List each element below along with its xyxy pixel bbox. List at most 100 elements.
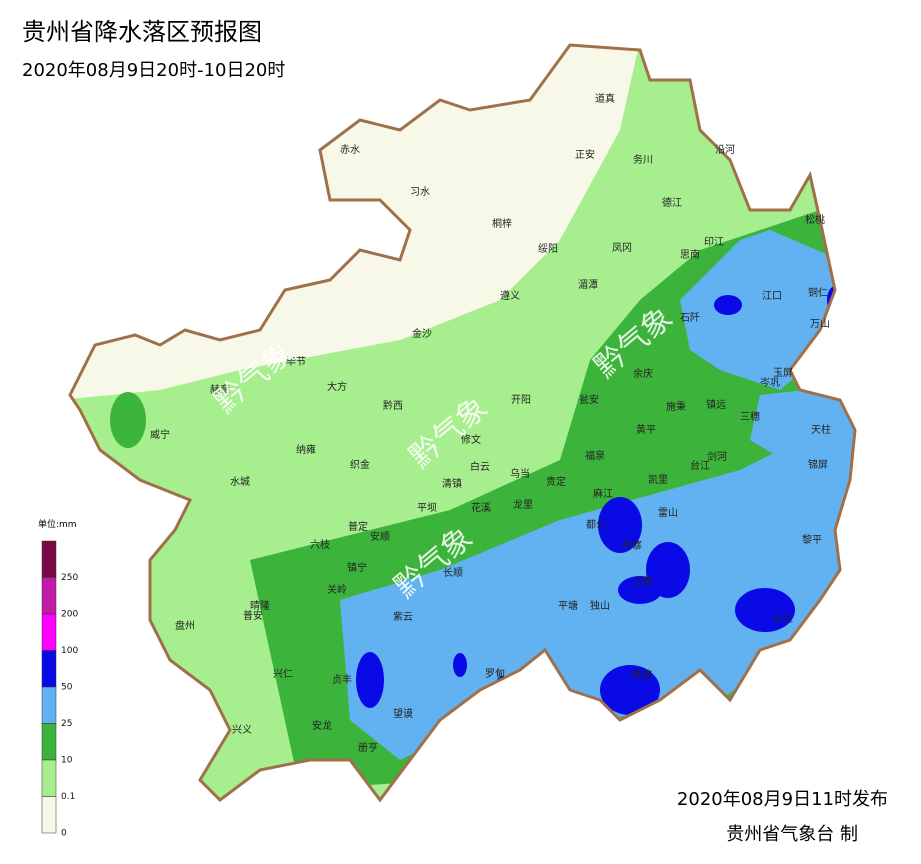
legend-swatch [41,759,57,797]
legend-swatch [41,796,57,834]
county-label: 兴仁 [273,668,293,680]
county-label: 桐梓 [492,217,512,230]
county-label: 开阳 [511,394,531,406]
zone-light-blue [340,380,855,760]
county-label: 兴义 [232,724,252,736]
zone-blue [735,588,795,632]
zone-blue [453,653,467,677]
county-label: 石阡 [680,312,700,324]
county-label: 大方 [327,380,347,393]
county-label: 盘州 [175,619,195,632]
title: 贵州省降水落区预报图 [22,18,262,46]
county-label: 安龙 [312,719,332,732]
legend-label: 10 [61,756,73,766]
county-label: 剑河 [707,450,727,463]
county-label: 德江 [662,196,682,209]
county-label: 罗甸 [485,667,505,680]
county-label: 修文 [461,433,481,446]
legend-swatch [41,540,57,578]
county-label: 沿河 [715,144,735,156]
legend-unit: 单位:mm [38,518,77,530]
legend-label: 100 [61,646,78,656]
county-label: 贵定 [546,475,566,488]
county-label: 遵义 [500,289,520,302]
county-label: 镇宁 [347,561,367,574]
county-label: 印江 [704,236,724,248]
zone-blue [714,295,742,315]
county-label: 平塘 [558,599,578,612]
county-label: 清镇 [442,477,462,490]
zone-green [110,392,146,448]
subtitle: 2020年08月9日20时-10日20时 [22,60,285,81]
county-label: 三穗 [740,410,760,423]
county-label: 思南 [680,248,700,261]
zone-light-blue [750,385,855,470]
county-label: 乌当 [510,467,530,480]
county-label: 万山 [810,318,830,330]
zone-blue [618,576,662,604]
county-label: 台江 [690,459,710,472]
county-label: 松桃 [805,213,825,226]
county-label: 雷山 [658,507,678,519]
legend-swatch [41,577,57,615]
county-label: 黄平 [636,423,656,436]
issuer: 贵州省气象台 制 [726,824,858,845]
county-label: 麻江 [593,487,613,500]
county-label: 威宁 [150,428,170,441]
county-label: 安顺 [370,530,390,543]
county-label: 普安 [243,609,263,622]
county-label: 纳雍 [296,443,316,456]
county-label: 织金 [350,458,370,471]
legend-label: 0 [61,829,67,839]
county-label: 施秉 [666,400,686,413]
county-label: 凤冈 [612,242,632,254]
zone-blue [600,665,660,715]
county-label: 黎平 [802,533,822,546]
county-label: 湄潭 [578,279,598,291]
county-label: 赤水 [340,144,360,156]
county-label: 丹寨 [622,539,642,552]
county-label: 习水 [410,186,430,198]
county-label: 务川 [633,153,653,166]
county-label: 赫章 [210,383,230,396]
county-label: 花溪 [471,501,491,514]
county-label: 正安 [575,148,595,161]
county-label: 福泉 [585,449,605,462]
legend-label: 50 [61,683,73,693]
county-label: 毕节 [286,355,306,368]
county-label: 锦屏 [808,458,828,471]
county-label: 岑巩 [760,377,780,389]
county-label: 江口 [762,290,782,302]
county-label: 三都 [632,576,652,588]
legend-swatch [41,650,57,688]
county-label: 长顺 [443,567,463,579]
county-label: 玉屏 [773,367,793,379]
county-label: 都匀 [586,519,606,531]
county-label: 荔波 [632,668,652,681]
county-label: 平坝 [417,502,437,514]
legend-swatch [41,686,57,724]
legend-swatch [41,723,57,761]
county-label: 龙里 [513,498,533,511]
legend-label: 200 [61,610,78,620]
county-label: 普定 [348,520,368,533]
county-label: 铜仁 [808,287,828,299]
legend-label: 25 [61,719,72,729]
county-label: 白云 [470,460,490,473]
county-label: 晴隆 [250,599,270,612]
county-label: 水城 [230,476,250,488]
county-label: 绥阳 [538,243,558,255]
county-label: 道真 [595,92,615,105]
zone-blue [356,652,384,708]
county-label: 凯里 [648,473,668,486]
county-label: 瓮安 [579,393,599,406]
county-label: 黔西 [383,399,403,412]
county-label: 六枝 [310,538,330,551]
zone-blue [598,497,642,553]
issued: 2020年08月9日11时发布 [677,789,888,810]
legend: 250 200 100 50 25 10 0.1 0 [41,540,78,839]
county-label: 关岭 [327,583,347,596]
county-label: 镇远 [706,398,726,411]
